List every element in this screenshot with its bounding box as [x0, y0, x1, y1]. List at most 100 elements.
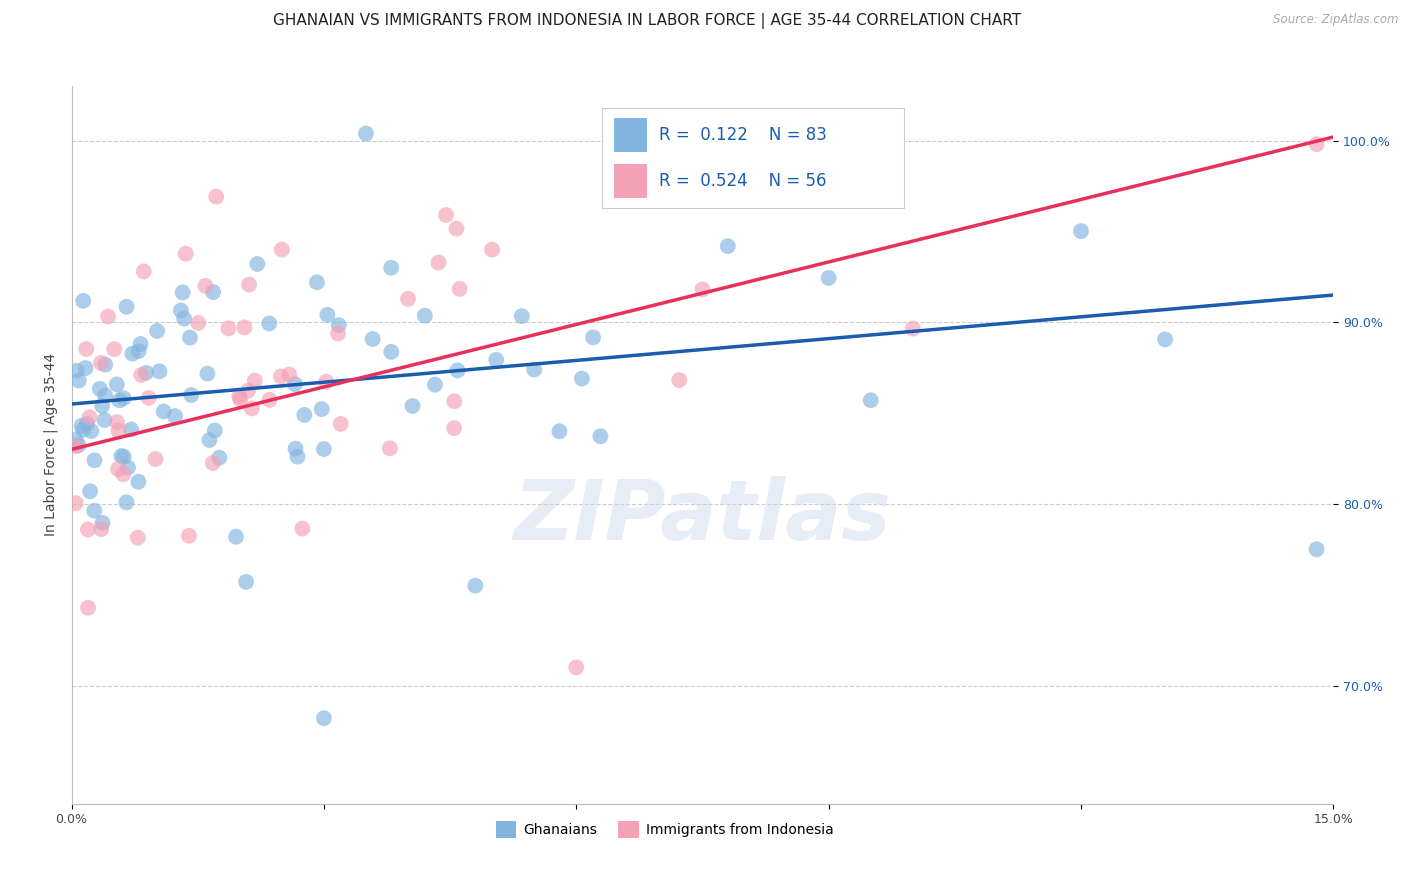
Point — [65, 433, 87, 447]
Point — [67, 374, 90, 388]
Point — [859, 393, 882, 408]
Point — [105, 415, 128, 429]
Point — [582, 330, 605, 344]
Point — [173, 311, 195, 326]
Point — [259, 392, 281, 407]
Point — [270, 369, 292, 384]
Point — [443, 394, 465, 409]
Point — [94, 358, 117, 372]
Point — [75, 361, 97, 376]
Point — [413, 309, 436, 323]
Point — [692, 282, 714, 296]
Point — [174, 246, 197, 260]
Point — [83, 504, 105, 518]
Point — [361, 332, 384, 346]
Point — [1305, 137, 1327, 152]
Point — [127, 475, 149, 489]
Point — [326, 326, 349, 341]
Point — [90, 356, 112, 370]
Point — [152, 404, 174, 418]
Point — [446, 221, 468, 235]
Point — [1070, 224, 1092, 238]
Point — [115, 495, 138, 509]
Point — [127, 531, 149, 545]
Point — [217, 321, 239, 335]
Point — [233, 320, 256, 334]
Point — [205, 189, 228, 203]
Point — [449, 282, 471, 296]
Point — [112, 391, 135, 405]
Point — [284, 377, 307, 392]
Point — [146, 324, 169, 338]
Point — [145, 452, 167, 467]
Point — [240, 401, 263, 416]
Point — [198, 433, 221, 447]
Point — [328, 318, 350, 333]
Point — [565, 660, 588, 674]
Point — [246, 257, 269, 271]
Point — [120, 422, 142, 436]
Point — [105, 377, 128, 392]
Point — [291, 522, 314, 536]
Point — [93, 413, 115, 427]
Point — [443, 421, 465, 435]
Point — [229, 392, 252, 407]
Point — [315, 375, 337, 389]
Point — [329, 417, 352, 431]
Point — [423, 377, 446, 392]
Point — [396, 292, 419, 306]
Point — [128, 344, 150, 359]
Point — [91, 516, 114, 530]
Point — [103, 342, 125, 356]
Point — [775, 177, 797, 191]
Point — [354, 127, 377, 141]
Text: ZIPatlas: ZIPatlas — [513, 476, 891, 558]
Point — [66, 364, 89, 378]
Legend: Ghanaians, Immigrants from Indonesia: Ghanaians, Immigrants from Indonesia — [491, 815, 839, 843]
Point — [292, 408, 315, 422]
Point — [312, 711, 335, 725]
Point — [225, 530, 247, 544]
Point — [311, 402, 333, 417]
Point — [380, 344, 402, 359]
Point — [108, 393, 131, 408]
Point — [72, 293, 94, 308]
Point — [235, 574, 257, 589]
Point — [170, 303, 193, 318]
Point — [378, 442, 401, 456]
Point — [485, 352, 508, 367]
Point — [75, 342, 97, 356]
Point — [180, 388, 202, 402]
Point — [316, 308, 339, 322]
Point — [70, 418, 93, 433]
Point — [257, 317, 280, 331]
Point — [138, 391, 160, 405]
Point — [72, 423, 94, 437]
Point — [204, 424, 226, 438]
Point — [197, 367, 219, 381]
Point — [89, 382, 111, 396]
Point — [129, 368, 152, 382]
Point — [117, 460, 139, 475]
Point — [135, 366, 157, 380]
Point — [287, 450, 309, 464]
Point — [177, 529, 200, 543]
Point — [77, 600, 100, 615]
Point — [571, 371, 593, 385]
Point — [236, 384, 259, 398]
Point — [548, 424, 571, 438]
Point — [112, 467, 135, 482]
Point — [79, 410, 101, 425]
Y-axis label: In Labor Force | Age 35-44: In Labor Force | Age 35-44 — [44, 353, 58, 536]
Point — [1305, 542, 1327, 557]
Point — [668, 373, 690, 387]
Point — [115, 300, 138, 314]
Point — [80, 424, 103, 438]
Point — [148, 364, 170, 378]
Point — [284, 442, 307, 456]
Point — [901, 321, 924, 335]
Point — [67, 438, 90, 452]
Point — [121, 346, 143, 360]
Point — [107, 462, 129, 476]
Point — [401, 399, 423, 413]
